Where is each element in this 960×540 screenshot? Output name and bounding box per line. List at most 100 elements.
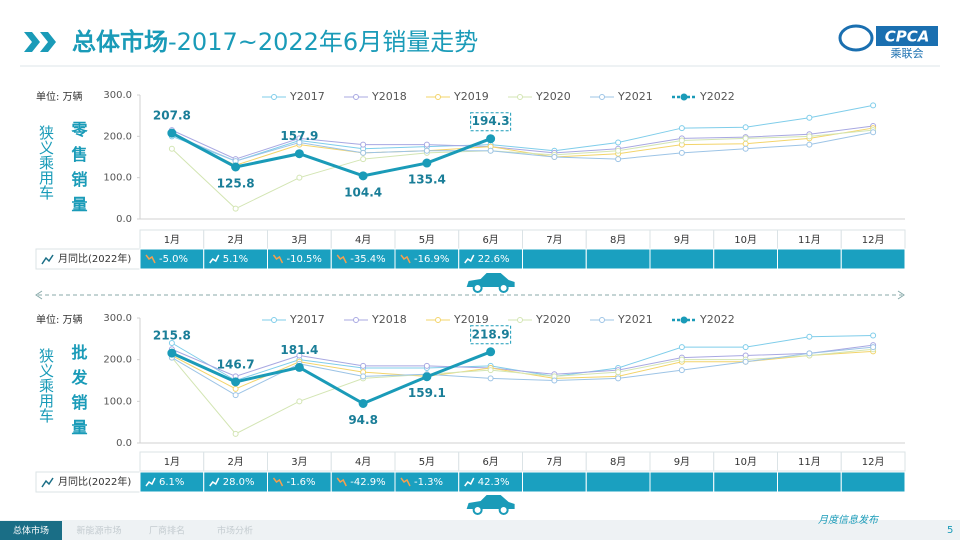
data-label: 135.4 [408,173,446,187]
data-point [294,362,304,372]
yoy-value: -10.5% [287,254,322,265]
yoy-value: 22.6% [478,254,510,265]
group-label: 狭义乘用车 [37,348,55,423]
yoy-cell [649,248,715,270]
highlight-box [470,325,512,345]
y-tick-label: 0.0 [116,438,132,449]
y-tick-label: 200.0 [103,131,132,142]
x-tick-label: 3月 [291,234,307,246]
data-point [423,147,430,154]
data-point [678,125,685,132]
legend-label: Y2022 [699,90,735,103]
yoy-value: 5.1% [223,254,248,265]
yoy-cell [713,471,778,493]
legend-marker [680,316,688,324]
yoy-value: -1.6% [287,477,316,488]
y-tick-label: 300.0 [103,90,132,101]
yoy-cell [777,471,842,493]
legend-marker [271,317,277,323]
footer-tab-active [0,521,62,540]
x-tick-label: 4月 [355,234,371,246]
data-point [806,141,813,148]
x-tick-label: 7月 [546,234,562,246]
yoy-cell [713,248,778,270]
data-point [870,344,877,351]
data-point [168,340,175,346]
data-point [296,398,303,405]
legend-label: Y2019 [453,313,489,326]
data-point [678,137,685,144]
legend-label: Y2018 [371,90,407,103]
data-point [615,156,622,163]
title: 总体市场-2017~2022年6月销量走势 [72,28,478,56]
yoy-label-icon [41,254,54,265]
car-icon [466,273,515,293]
data-point [360,141,367,148]
x-tick-label: 9月 [674,456,690,468]
yoy-trend-icon [400,477,411,487]
yoy-trend-icon [336,477,347,487]
footer-tab: 厂商排名 [149,525,185,537]
data-point [232,205,239,212]
x-tick-label: 7月 [546,456,562,468]
y-tick-label: 100.0 [103,396,132,407]
x-tick-label: 10月 [734,456,757,468]
x-tick-label: 5月 [419,456,435,468]
category-cell [840,451,906,472]
x-tick-label: 9月 [674,234,690,246]
data-point [296,174,303,181]
data-point [486,134,496,144]
data-point [232,385,239,392]
legend-marker [599,317,605,323]
data-point [678,367,685,374]
legend-label: Y2021 [617,313,653,326]
yoy-value: -42.9% [350,477,385,488]
yoy-trend-icon [272,477,284,487]
yoy-trend-icon [145,254,156,264]
x-tick-label: 6月 [482,456,498,468]
car-wheel [472,505,483,515]
car-wheel [472,283,483,293]
data-point [360,149,367,156]
separator [35,290,905,300]
data-label: 218.9 [472,327,510,341]
x-tick-label: 2月 [227,456,243,468]
legend-marker [435,94,441,100]
data-point [615,369,622,376]
x-tick-label: 1月 [164,456,180,468]
data-point [487,367,494,374]
data-point [742,344,749,351]
yoy-trend-icon [145,477,156,487]
data-point [486,347,496,357]
legend-label: Y2020 [535,90,571,103]
data-label: 207.8 [153,109,191,123]
yoy-cell [777,248,842,270]
yoy-trend-icon [464,254,475,264]
data-point [231,162,241,172]
footer-tab: 市场分析 [217,525,253,537]
yoy-cell [840,248,906,270]
yoy-cell [585,248,651,270]
legend-marker [271,94,277,100]
yoy-label: 月同比(2022年) [58,475,131,488]
data-point [296,352,303,359]
data-label: 194.3 [472,114,510,128]
series-line [171,131,492,178]
data-label: 125.8 [217,177,255,191]
yoy-label: 月同比(2022年) [58,252,131,265]
title-rest: -2017~2022年6月销量走势 [168,28,478,56]
page-number: 5 [947,525,953,536]
side-label: 批发销量 [69,343,89,444]
legend-marker [353,317,359,323]
footer-bar [0,520,960,540]
data-point [870,129,877,136]
series-line [171,348,874,435]
data-label: 159.1 [408,386,446,400]
unit-label: 单位: 万辆 [36,313,83,326]
data-point [678,149,685,156]
data-point [360,156,367,163]
x-tick-label: 8月 [610,234,626,246]
data-point [423,141,430,148]
car-icon [466,495,515,515]
